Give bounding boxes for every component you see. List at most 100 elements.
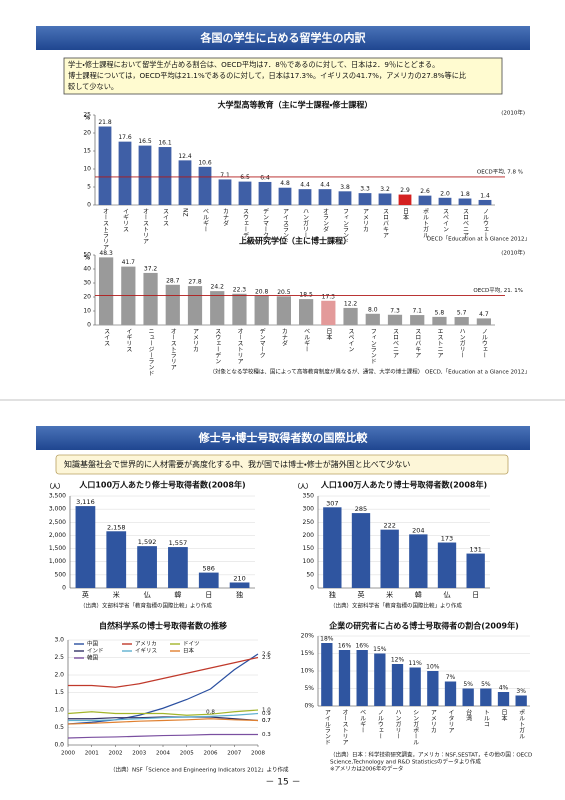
y-tick-label: 300 (303, 506, 315, 513)
x-tick-label: カナダ (280, 328, 287, 347)
y-tick-label: 2,500 (49, 519, 66, 526)
bar (410, 315, 425, 325)
x-tick-label: フィンランド (369, 328, 376, 364)
data-label: 37.2 (144, 265, 158, 272)
x-tick-label: ノルウェー (376, 709, 383, 739)
bar (99, 257, 114, 325)
data-label: 2.0 (440, 190, 450, 197)
x-tick-label: 英 (358, 590, 365, 599)
data-label: 222 (383, 522, 395, 530)
summary-box (55, 454, 509, 475)
x-tick-label: デンマーク (258, 327, 265, 358)
chart-title: 人口100万人あたり修士号取得者数(2008年) (78, 480, 245, 490)
data-label: 1,592 (138, 538, 157, 546)
data-label: 20.8 (255, 288, 269, 295)
data-label: 7.3 (390, 307, 400, 314)
y-tick-label: 10 (83, 166, 91, 173)
data-label: 4.7 (479, 311, 489, 318)
series-line (68, 712, 259, 722)
y-tick-label: 2.0 (54, 672, 64, 679)
series-line (67, 733, 258, 739)
summary-line: 較して少ない。 (68, 82, 118, 91)
bar (466, 553, 485, 588)
data-label: 6.4 (260, 174, 270, 181)
section-banner (36, 426, 530, 450)
y-tick-label: 3.0 (54, 637, 64, 644)
x-tick-label: 2007 (227, 751, 241, 757)
bar (218, 179, 232, 205)
y-tick-label: 30 (83, 280, 91, 287)
x-tick-label: イギリス (125, 328, 132, 352)
y-tick-label: 1.0 (54, 707, 64, 714)
data-label: 0.3 (262, 732, 271, 738)
y-tick-label: 1.5 (54, 689, 64, 696)
data-label: 3% (516, 688, 526, 695)
legend-label: 日本 (183, 647, 195, 655)
data-label: 1.4 (480, 192, 490, 199)
chart-note: （対象となる学校種は、国によって高等教育制度が異なるが、通常、大学の博士課程） … (210, 368, 531, 376)
y-tick-label: 0.5 (54, 724, 64, 731)
chart-note: （出典）NSF「Science and Engineering Indicato… (110, 766, 289, 774)
bar (343, 307, 358, 325)
x-tick-label: スイス (103, 328, 110, 346)
bar (409, 534, 428, 588)
section-banner (36, 26, 530, 50)
chart-period: (2010年) (501, 249, 525, 257)
y-tick-label: 50 (83, 252, 91, 259)
data-label: 22.3 (233, 286, 247, 293)
data-label: 5% (481, 681, 491, 688)
x-tick-label: オーストリア (142, 208, 149, 244)
data-label: 4.4 (300, 182, 310, 189)
y-tick-label: 1,500 (49, 545, 66, 552)
x-tick-label: 仏 (144, 590, 151, 599)
bar (118, 141, 132, 205)
x-tick-label: ハンガリー (394, 709, 401, 739)
x-tick-label: スウェーデン (242, 208, 249, 244)
y-tick-label: 150 (303, 545, 315, 552)
x-tick-label: ベルギー (303, 328, 310, 352)
x-tick-label: オーストリア (341, 709, 348, 745)
bar (437, 542, 457, 588)
data-label: 1.0 (262, 708, 271, 714)
x-tick-label: スペイン (442, 208, 449, 232)
x-tick-label: NZ (182, 208, 189, 217)
data-label: 7.1 (412, 308, 422, 315)
x-tick-label: ハンガリー (302, 208, 309, 238)
data-label: 307 (326, 499, 338, 507)
data-label: 12% (391, 657, 405, 664)
x-tick-label: スロベニア (392, 328, 399, 358)
bar (444, 681, 457, 706)
bar (137, 546, 157, 588)
y-tick-label: 20% (301, 633, 315, 640)
data-label: 11% (408, 660, 422, 667)
x-tick-label: 日 (472, 591, 479, 599)
y-tick-label: 25 (83, 112, 91, 119)
data-label: 8.0 (368, 306, 378, 313)
summary-line: 知識基盤社会で世界的に人材需要が高度化する中、我が国では博士・修士が諸外国と比べ… (64, 459, 410, 469)
bar (358, 193, 372, 205)
x-tick-label: オーストラリア (102, 208, 109, 250)
y-tick-label: 0% (304, 703, 314, 710)
bar (515, 695, 527, 706)
data-label: 4.8 (280, 180, 290, 187)
x-tick-label: ノルウェー (482, 208, 489, 238)
series-line (67, 709, 259, 716)
bar (258, 181, 272, 205)
chart-note: ※アメリカは2006年のデータ (330, 765, 403, 773)
summary-line: 博士課程については，OECD平均は21.1%であるのに対して，日本は17.3%。… (68, 71, 466, 80)
data-label: 586 (203, 565, 215, 573)
reference-label: OECD平均, 7.8 % (477, 167, 523, 175)
y-unit: （人） (46, 483, 64, 491)
y-tick-label: 0 (62, 585, 66, 592)
y-tick-label: 200 (303, 532, 315, 539)
data-label: 24.2 (211, 284, 225, 291)
x-tick-label: 日本 (500, 709, 507, 722)
chart-note: （出典）日本：科学技術研究調査，アメリカ：NSF,SESTAT，その他の国：OE… (330, 751, 532, 759)
data-label: 12.2 (344, 300, 358, 307)
legend-label: インド (87, 649, 104, 655)
x-tick-label: アメリカ (362, 208, 369, 232)
y-tick-label: 250 (303, 519, 315, 526)
chart-title: 大学型高等教育（主に学士課程・修士課程） (218, 100, 373, 110)
